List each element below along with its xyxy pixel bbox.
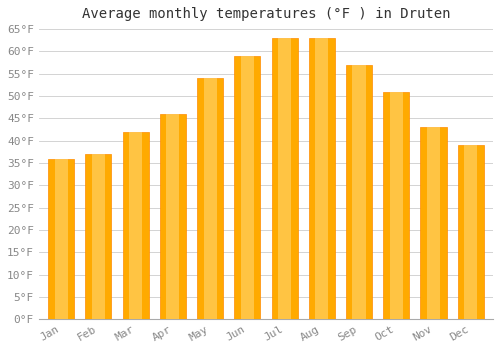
Bar: [383, 92, 409, 320]
Bar: [427, 127, 440, 320]
Bar: [352, 65, 366, 320]
Title: Average monthly temperatures (°F ) in Druten: Average monthly temperatures (°F ) in Dr…: [82, 7, 450, 21]
Bar: [278, 38, 291, 320]
Bar: [122, 132, 148, 320]
Bar: [346, 65, 372, 320]
Bar: [272, 38, 297, 320]
Bar: [308, 38, 335, 320]
Bar: [166, 114, 179, 320]
Bar: [204, 78, 216, 320]
Bar: [48, 159, 74, 320]
Bar: [234, 56, 260, 320]
Bar: [464, 145, 477, 320]
Bar: [54, 159, 68, 320]
Bar: [92, 154, 105, 320]
Bar: [86, 154, 112, 320]
Bar: [160, 114, 186, 320]
Bar: [129, 132, 142, 320]
Bar: [316, 38, 328, 320]
Bar: [458, 145, 483, 320]
Bar: [241, 56, 254, 320]
Bar: [197, 78, 223, 320]
Bar: [420, 127, 446, 320]
Bar: [390, 92, 403, 320]
